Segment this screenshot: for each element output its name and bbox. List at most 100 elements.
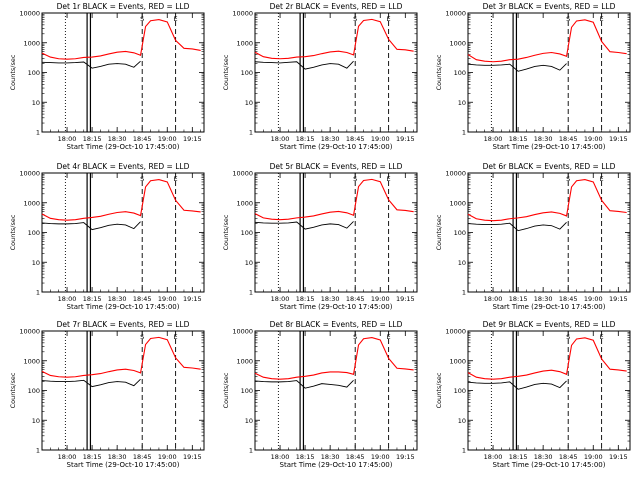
- x-tick-label: 19:00: [158, 135, 177, 143]
- x-tick-label: 18:45: [346, 135, 365, 143]
- y-axis-label: Counts/sec: [222, 214, 230, 250]
- y-axis-label: Counts/sec: [435, 372, 443, 408]
- marker-label: S: [140, 15, 144, 23]
- y-tick-label: 100: [241, 69, 253, 77]
- x-tick-label: 19:15: [183, 295, 202, 303]
- y-tick-label: 10: [245, 99, 253, 107]
- y-axis-label: Counts/sec: [9, 214, 17, 250]
- y-tick-label: 10: [245, 417, 253, 425]
- plot-frame: [467, 172, 631, 293]
- panel-title: Det 4r BLACK = Events, RED = LLD: [57, 162, 190, 171]
- x-tick-label: 18:45: [346, 453, 365, 461]
- chart-panel-8: Det 8r BLACK = Events, RED = LLD 1 10 100 10…: [222, 320, 418, 469]
- x-tick-label: 18:45: [133, 453, 152, 461]
- y-tick-label: 1000: [236, 357, 253, 365]
- x-tick-label: 18:30: [534, 135, 553, 143]
- y-tick-label: 1: [36, 447, 40, 455]
- x-tick-label: 19:00: [584, 295, 603, 303]
- y-tick-label: 10: [32, 99, 40, 107]
- marker-label: S: [140, 333, 144, 341]
- x-tick-label: 19:15: [396, 295, 415, 303]
- y-tick-label: 1000: [236, 199, 253, 207]
- y-tick-label: 100: [241, 229, 253, 237]
- events-series-line: [254, 60, 354, 70]
- x-tick-label: 19:00: [371, 453, 390, 461]
- x-tick-label: 19:15: [396, 135, 415, 143]
- y-axis-label: Counts/sec: [9, 372, 17, 408]
- x-axis-label: Start Time (29-Oct-10 17:45:00): [280, 461, 393, 469]
- panel-title: Det 8r BLACK = Events, RED = LLD: [270, 320, 403, 329]
- y-tick-label: 100: [28, 69, 40, 77]
- y-tick-label: 10000: [19, 10, 40, 18]
- x-tick-label: 18:30: [534, 453, 553, 461]
- x-tick-label: 19:15: [609, 135, 628, 143]
- marker-label: S: [353, 175, 357, 183]
- x-tick-label: 18:15: [509, 295, 528, 303]
- x-tick-label: 18:30: [108, 453, 127, 461]
- panel-title: Det 2r BLACK = Events, RED = LLD: [270, 2, 403, 11]
- y-tick-label: 10: [458, 259, 466, 267]
- x-tick-label: 18:15: [296, 135, 315, 143]
- events-series-line: [467, 380, 567, 390]
- x-axis-label: Start Time (29-Oct-10 17:45:00): [67, 143, 180, 151]
- x-tick-label: 18:00: [484, 295, 503, 303]
- plot-frame: [41, 12, 205, 133]
- lld-series-line: [467, 19, 627, 63]
- y-axis-label: Counts/sec: [222, 54, 230, 90]
- events-series-line: [41, 60, 141, 69]
- y-tick-label: 1: [249, 289, 253, 297]
- marker-label: S: [140, 175, 144, 183]
- x-tick-label: 19:15: [183, 453, 202, 461]
- x-tick-label: 18:00: [271, 453, 290, 461]
- x-tick-label: 18:15: [296, 453, 315, 461]
- chart-panel-5: Det 5r BLACK = Events, RED = LLD 1 10 100 10…: [222, 162, 418, 311]
- x-tick-label: 18:00: [271, 135, 290, 143]
- y-tick-label: 1: [36, 129, 40, 137]
- panel-title: Det 3r BLACK = Events, RED = LLD: [483, 2, 616, 11]
- events-series-line: [41, 378, 141, 388]
- events-series-line: [467, 221, 567, 232]
- marker-label: S: [566, 175, 570, 183]
- lld-series-line: [41, 336, 201, 378]
- x-tick-label: 19:00: [158, 295, 177, 303]
- y-tick-label: 1: [462, 129, 466, 137]
- y-tick-label: 10000: [232, 10, 253, 18]
- y-tick-label: 10000: [19, 328, 40, 336]
- x-tick-label: 18:00: [58, 295, 77, 303]
- y-axis-label: Counts/sec: [435, 54, 443, 90]
- plot-frame: [41, 330, 205, 451]
- x-tick-label: 18:45: [133, 295, 152, 303]
- marker-label: E: [387, 333, 391, 341]
- x-tick-label: 18:30: [534, 295, 553, 303]
- y-tick-label: 10000: [445, 328, 466, 336]
- events-series-line: [254, 379, 354, 389]
- x-tick-label: 19:15: [183, 135, 202, 143]
- y-tick-label: 100: [28, 387, 40, 395]
- y-tick-label: 10000: [445, 10, 466, 18]
- chart-panel-2: Det 2r BLACK = Events, RED = LLD 1 10 100 10…: [222, 2, 418, 151]
- x-tick-label: 19:00: [371, 135, 390, 143]
- y-tick-label: 100: [241, 387, 253, 395]
- x-axis-label: Start Time (29-Oct-10 17:45:00): [67, 461, 180, 469]
- x-tick-label: 18:30: [108, 135, 127, 143]
- y-tick-label: 1000: [23, 39, 40, 47]
- x-tick-label: 18:00: [484, 135, 503, 143]
- x-tick-label: 18:00: [271, 295, 290, 303]
- x-tick-label: 18:15: [509, 453, 528, 461]
- marker-label: E: [174, 333, 178, 341]
- y-tick-label: 1000: [23, 199, 40, 207]
- y-tick-label: 100: [28, 229, 40, 237]
- x-tick-label: 18:45: [559, 135, 578, 143]
- x-axis-label: Start Time (29-Oct-10 17:45:00): [493, 303, 606, 311]
- y-tick-label: 100: [454, 69, 466, 77]
- y-axis-label: Counts/sec: [222, 372, 230, 408]
- marker-label: S: [353, 15, 357, 23]
- events-series-line: [467, 63, 567, 72]
- chart-panel-7: Det 7r BLACK = Events, RED = LLD 1 10 100 10…: [9, 320, 205, 469]
- y-tick-label: 1000: [23, 357, 40, 365]
- x-axis-label: Start Time (29-Oct-10 17:45:00): [493, 143, 606, 151]
- y-tick-label: 10000: [232, 328, 253, 336]
- marker-label: E: [600, 15, 604, 23]
- x-tick-label: 18:30: [321, 453, 340, 461]
